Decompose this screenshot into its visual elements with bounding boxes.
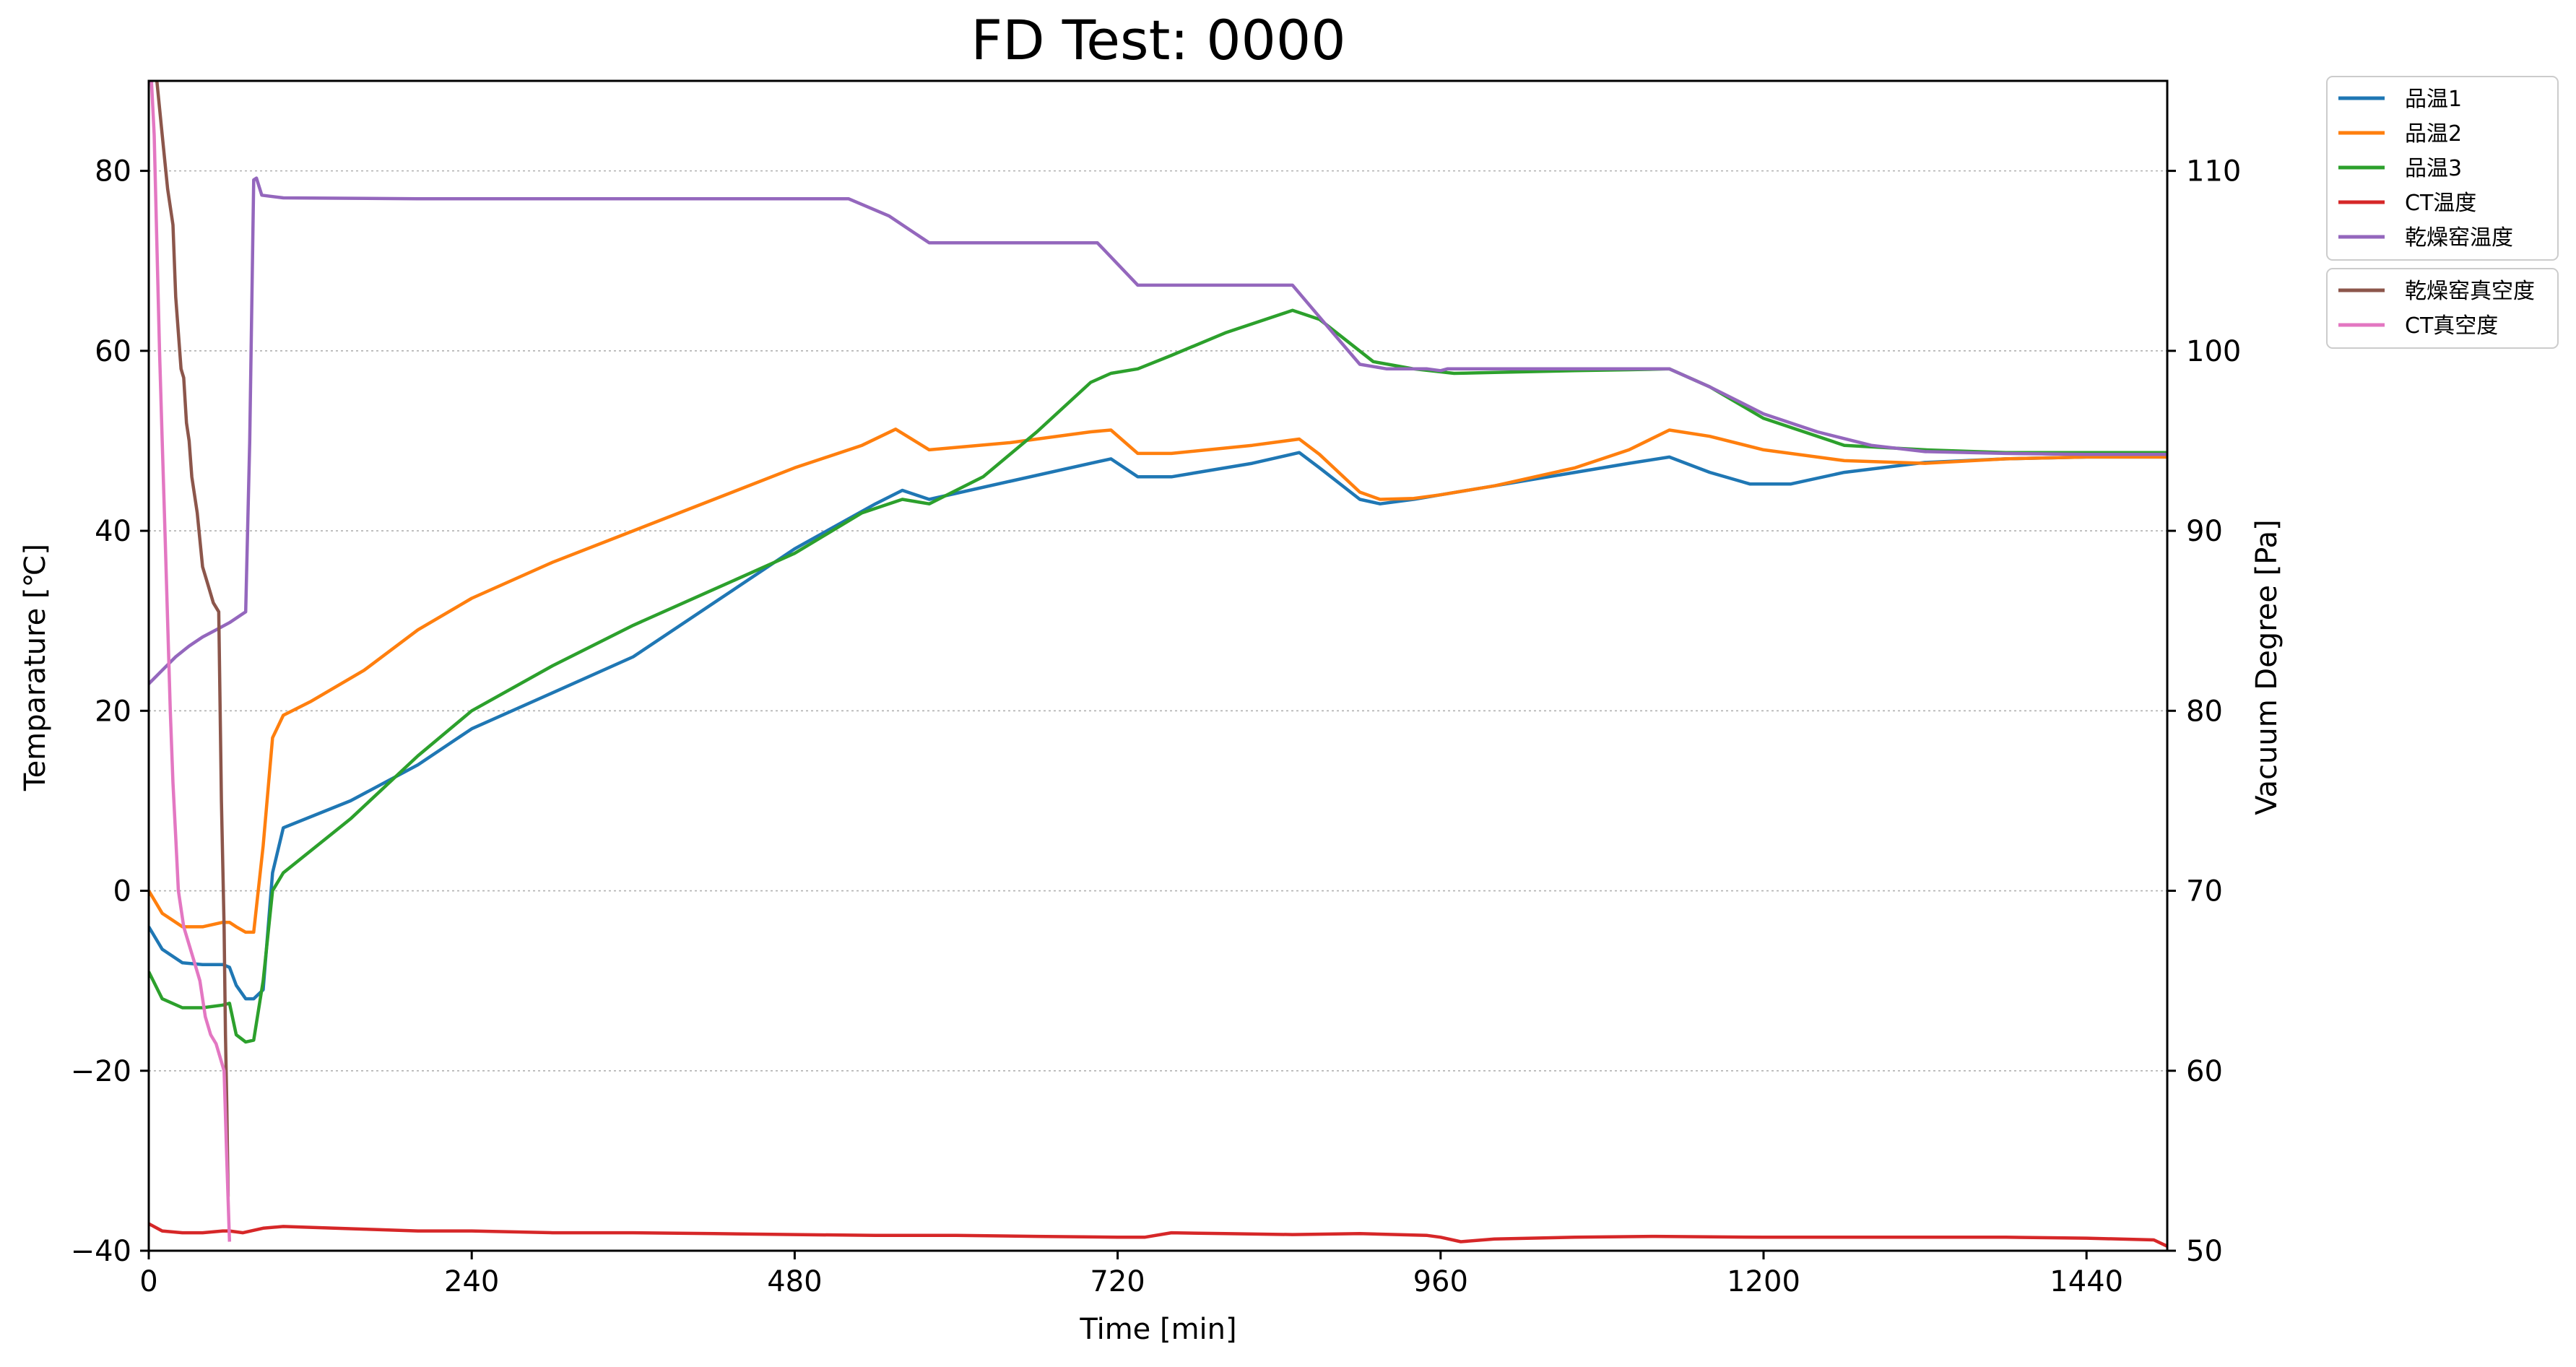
- y2-tick-label: 80: [2186, 695, 2223, 728]
- x-tick-label: 960: [1413, 1265, 1468, 1298]
- legend-label: 乾燥窑温度: [2405, 225, 2513, 251]
- x-tick-label: 1200: [1727, 1265, 1800, 1298]
- y2-tick-label: 90: [2186, 515, 2223, 548]
- series-line-1: [149, 428, 2167, 934]
- x-axis-label: Time [min]: [1079, 1313, 1236, 1346]
- series-line-6: [149, 81, 232, 1242]
- y-tick-label: −20: [71, 1055, 131, 1088]
- x-tick-label: 720: [1090, 1265, 1145, 1298]
- legend-label: CT真空度: [2405, 313, 2498, 339]
- plot-frame: [147, 79, 2169, 1252]
- chart-title: FD Test: 0000: [971, 8, 1345, 72]
- y-tick-label: 0: [113, 875, 131, 908]
- y-tick-label: 80: [95, 155, 131, 188]
- y2-axis-label: Vacuum Degree [Pa]: [2250, 519, 2284, 815]
- series-line-0: [149, 451, 2167, 1001]
- legend-box: [2326, 76, 2559, 261]
- series-layer: [149, 81, 2167, 1248]
- legend-label: 品温3: [2405, 156, 2462, 181]
- axes: 0 240 480 720 960 1200 1440 −40 −20 0 20 40 60 80 50 60…: [71, 155, 2242, 1298]
- y-tick-label: 60: [95, 335, 131, 368]
- y2-tick-label: 110: [2186, 155, 2241, 188]
- y2-tick-label: 50: [2186, 1235, 2223, 1268]
- series-line-3: [149, 1222, 2167, 1248]
- y-axis-label: Temparature [℃]: [19, 544, 52, 791]
- x-tick-label: 480: [767, 1265, 822, 1298]
- legend-label: 乾燥窑真空度: [2405, 279, 2535, 304]
- legend-label: CT温度: [2405, 191, 2476, 216]
- legend-label: 品温1: [2405, 87, 2462, 112]
- y2-tick-label: 60: [2186, 1055, 2223, 1088]
- x-tick-label: 0: [139, 1265, 157, 1298]
- x-tick-label: 240: [444, 1265, 499, 1298]
- y2-tick-label: 100: [2186, 335, 2241, 368]
- series-line-5: [155, 81, 230, 1197]
- y-tick-label: −40: [71, 1235, 131, 1268]
- series-line-4: [149, 176, 2167, 685]
- x-tick-label: 1440: [2050, 1265, 2123, 1298]
- y-tick-label: 20: [95, 695, 131, 728]
- y-tick-label: 40: [95, 515, 131, 548]
- y2-tick-label: 70: [2186, 875, 2223, 908]
- legend-label: 品温2: [2405, 121, 2462, 147]
